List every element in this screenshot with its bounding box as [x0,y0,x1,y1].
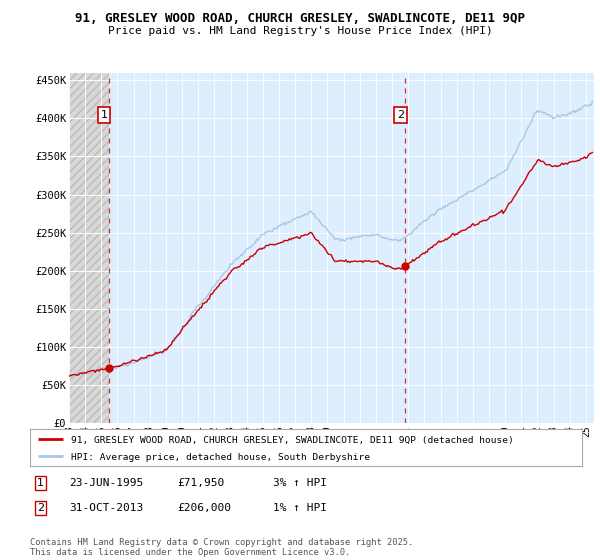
Text: Contains HM Land Registry data © Crown copyright and database right 2025.
This d: Contains HM Land Registry data © Crown c… [30,538,413,557]
Text: 23-JUN-1995: 23-JUN-1995 [69,478,143,488]
Text: 2: 2 [37,503,44,513]
Text: HPI: Average price, detached house, South Derbyshire: HPI: Average price, detached house, Sout… [71,452,370,461]
Text: 91, GRESLEY WOOD ROAD, CHURCH GRESLEY, SWADLINCOTE, DE11 9QP: 91, GRESLEY WOOD ROAD, CHURCH GRESLEY, S… [75,12,525,25]
Text: 1% ↑ HPI: 1% ↑ HPI [273,503,327,513]
Text: 2: 2 [397,110,404,120]
Text: £71,950: £71,950 [177,478,224,488]
Text: 3% ↑ HPI: 3% ↑ HPI [273,478,327,488]
Text: £206,000: £206,000 [177,503,231,513]
Text: 91, GRESLEY WOOD ROAD, CHURCH GRESLEY, SWADLINCOTE, DE11 9QP (detached house): 91, GRESLEY WOOD ROAD, CHURCH GRESLEY, S… [71,436,514,445]
Text: 1: 1 [101,110,107,120]
Text: 1: 1 [37,478,44,488]
Text: 31-OCT-2013: 31-OCT-2013 [69,503,143,513]
Text: Price paid vs. HM Land Registry's House Price Index (HPI): Price paid vs. HM Land Registry's House … [107,26,493,36]
